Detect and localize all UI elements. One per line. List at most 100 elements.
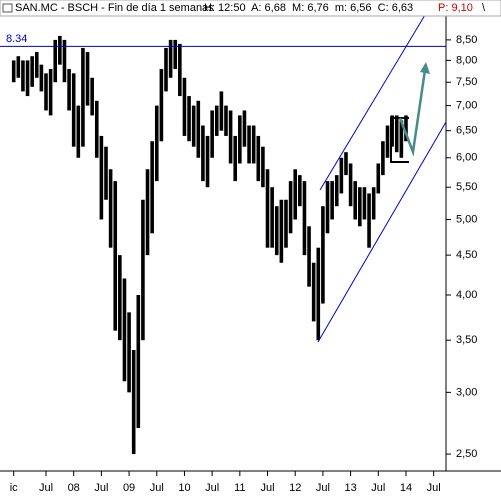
range-bar [214, 105, 219, 136]
range-bar [122, 278, 127, 382]
x-tick-label: 10 [178, 482, 190, 494]
range-bar [104, 146, 108, 200]
range-bar [25, 60, 30, 97]
y-tick-label: 2,50 [456, 448, 477, 460]
x-tick-label: Jul [371, 482, 385, 494]
range-bar [131, 349, 136, 455]
range-bar [53, 39, 58, 83]
range-bar [348, 163, 353, 207]
y-tick-label: 7,00 [456, 100, 477, 112]
range-bar [48, 68, 53, 116]
range-bar [311, 262, 316, 322]
range-bar [76, 105, 81, 158]
reference-label: 8.34 [6, 33, 27, 45]
range-bar [316, 247, 321, 341]
range-bar [85, 52, 90, 106]
header-symbol: SAN.MC - BSCH - Fin de día 1 semanas [15, 2, 214, 14]
range-bar [196, 100, 201, 158]
range-bar [270, 187, 274, 248]
range-bar [385, 125, 390, 158]
x-tick-label: Jul [427, 482, 441, 494]
range-bar [247, 125, 251, 164]
range-bar [205, 135, 210, 188]
range-bar [182, 77, 187, 136]
range-bar [358, 187, 362, 227]
header-bar [0, 0, 501, 17]
range-bar [224, 105, 228, 136]
range-bar [16, 56, 21, 78]
y-tick-label: 5,00 [456, 213, 477, 225]
y-tick-label: 4,00 [456, 289, 477, 301]
range-bar [265, 169, 270, 248]
x-tick-label: 09 [123, 482, 135, 494]
x-tick-label: Jul [260, 482, 274, 494]
range-bar [159, 68, 164, 142]
range-bar [353, 181, 358, 220]
x-tick-label: 12 [289, 482, 301, 494]
range-bar [381, 141, 385, 176]
header-projection: P: 9,10 [438, 2, 473, 14]
range-bar [39, 64, 44, 92]
y-tick-label: 6,50 [456, 125, 477, 137]
range-bar [136, 294, 141, 429]
y-tick-label: 8,00 [456, 54, 477, 66]
range-bar [325, 181, 330, 234]
x-tick-label: Jul [150, 482, 164, 494]
x-tick-label: Jul [205, 482, 219, 494]
x-tick-label: 13 [344, 482, 356, 494]
range-bar [284, 199, 288, 248]
channel-lower [317, 121, 447, 343]
range-bar [127, 312, 131, 393]
y-tick-label: 4,50 [456, 249, 477, 261]
header-marker: \ [482, 2, 486, 14]
y-tick-label: 3,50 [456, 334, 477, 346]
range-bar [201, 125, 205, 182]
range-bar [21, 60, 25, 92]
range-bar [238, 115, 242, 164]
range-bar [71, 73, 76, 147]
x-tick-label: 14 [400, 482, 412, 494]
range-bar [164, 47, 168, 92]
range-bar [178, 43, 182, 97]
range-bar [242, 110, 247, 147]
range-bar [256, 135, 261, 182]
header-stats: H: 12:50 A: 6,68 M: 6,76 m: 6,56 C: 6,63 [204, 2, 413, 14]
channel-upper [319, 14, 426, 191]
range-bar [154, 105, 159, 182]
range-bar [67, 68, 71, 111]
range-bar [233, 135, 238, 182]
range-bar [44, 73, 48, 111]
y-tick-label: 5,50 [456, 181, 477, 193]
range-bar [141, 199, 145, 341]
range-bar [404, 115, 408, 142]
range-bar [81, 47, 85, 147]
header-icon [2, 3, 13, 13]
range-bar [344, 152, 348, 176]
range-bar [150, 141, 154, 234]
y-tick-label: 3,00 [456, 386, 477, 398]
range-bar [11, 60, 16, 83]
range-bar [90, 77, 94, 116]
range-bar [302, 181, 307, 256]
y-tick-label: 6,00 [456, 152, 477, 164]
range-bar [145, 169, 150, 256]
arrow-head [420, 62, 430, 74]
range-bar [113, 181, 118, 331]
range-bar [187, 96, 191, 142]
projection-arrow [398, 69, 427, 157]
range-bar [58, 35, 62, 65]
range-bar [293, 169, 298, 220]
range-bar [62, 39, 67, 83]
range-bar [288, 181, 293, 234]
range-bar [334, 175, 339, 207]
range-bar [191, 105, 196, 147]
range-bar [362, 187, 367, 220]
range-bar [274, 206, 279, 256]
range-bar [228, 110, 233, 164]
x-tick-label: 08 [68, 482, 80, 494]
range-bar [168, 39, 173, 78]
range-bar [108, 169, 113, 248]
range-bar [371, 187, 376, 220]
range-bar [94, 100, 99, 158]
